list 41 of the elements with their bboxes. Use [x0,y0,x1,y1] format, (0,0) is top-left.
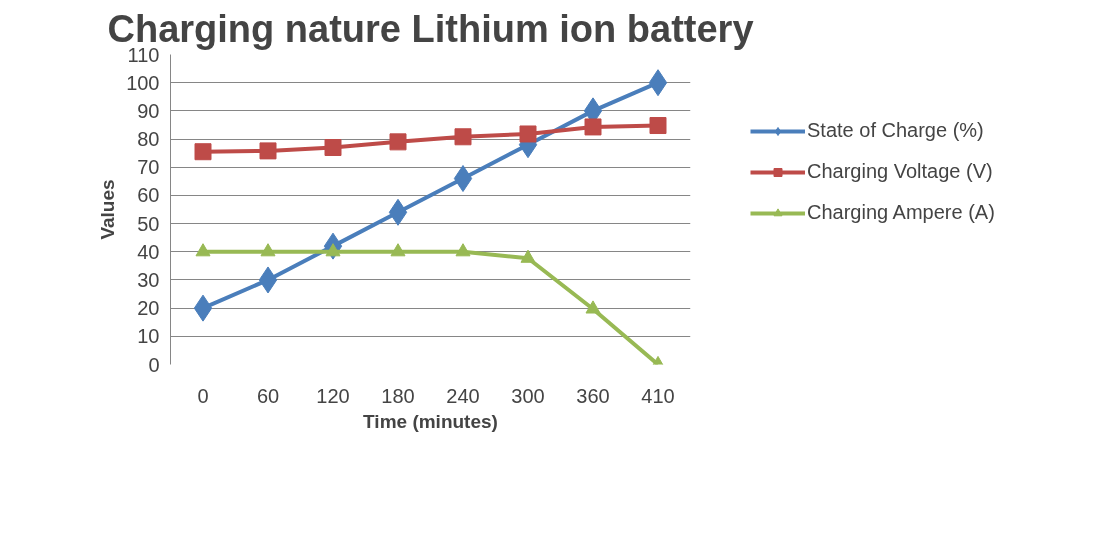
x-tick-label: 240 [446,384,480,407]
x-tick-label: 360 [576,384,610,407]
legend-label: State of Charge (%) [807,119,984,142]
y-tick-label: 30 [137,268,160,291]
y-tick-label: 90 [137,99,160,122]
y-tick-label: 70 [137,156,160,179]
point [390,243,406,257]
point [454,128,472,146]
point [648,69,668,97]
x-tick-label: 300 [511,384,545,407]
x-tick-label: 120 [316,384,350,407]
x-tick-label: 60 [256,384,280,407]
y-tick-label: 100 [126,71,160,94]
legend-label: Charging Voltage (V) [807,160,993,183]
x-tick-label: 0 [197,384,209,407]
y-tick-label: 40 [137,240,160,263]
point [388,198,408,226]
point [649,117,667,135]
point [389,133,407,151]
x-tick-label: 180 [381,384,415,407]
point [194,143,212,161]
point [519,125,537,143]
point [324,139,342,156]
y-tick-label: 0 [148,353,160,376]
y-axis-title: Values [97,179,119,240]
x-axis-title: Time (minutes) [363,410,498,432]
point [260,243,276,257]
y-tick-label: 80 [137,128,160,151]
x-tick-label: 410 [641,384,675,407]
y-tick-label: 60 [137,184,160,207]
y-tick-label: 10 [137,325,160,348]
point [585,300,601,314]
point [520,249,536,263]
y-tick-label: 20 [137,297,160,320]
point [455,243,471,257]
point [453,165,473,192]
legend-label: Charging Ampere (A) [807,201,995,224]
y-tick-label: 50 [137,212,160,235]
point [584,118,602,136]
point [195,243,211,257]
point [259,142,277,160]
